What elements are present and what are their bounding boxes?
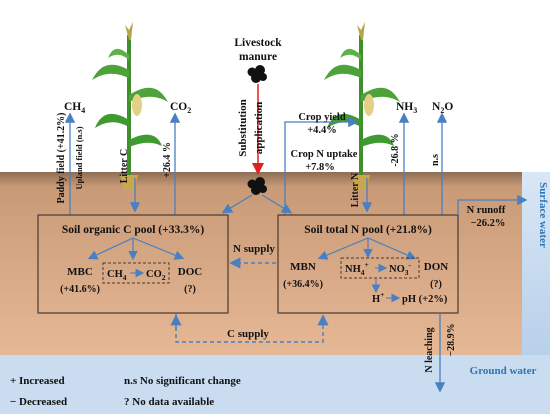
n-leaching-value: −28.9% (446, 323, 457, 356)
application-label: application (253, 102, 265, 155)
ph-label: pH (+2%) (402, 294, 448, 305)
co2-gas-label: CO2 (170, 101, 191, 115)
n-runoff-label: N runoff (467, 205, 506, 216)
n-runoff-value: −26.2% (471, 218, 506, 229)
paddy-field-effect: Paddy field (+41.2%) (56, 113, 67, 204)
upland-field-effect: Upland field (n.s) (74, 126, 84, 189)
c-pool-to-mbc-arrow (87, 237, 134, 260)
c-pool-to-doc-arrow (132, 237, 185, 260)
n2o-gas-label: N2O (432, 101, 453, 115)
nh3-change-value: -26.8 % (390, 133, 401, 166)
mbc-label: MBC (67, 266, 93, 278)
doc-label: DOC (178, 266, 203, 278)
legend-increased: + Increased (10, 375, 65, 387)
c-pool-title: Soil organic C pool (+33.3%) (62, 224, 204, 236)
corn-plant-left-icon (92, 22, 168, 190)
crop-yield-value: +4.4% (307, 125, 337, 136)
mbn-value: (+36.4%) (283, 279, 323, 290)
nh3-gas-label: NH3 (396, 101, 417, 115)
n-leaching-label: N leaching (424, 327, 435, 372)
n-pool-nh4: NH4+ (345, 260, 369, 277)
crop-n-uptake-label: Crop N uptake (291, 149, 358, 160)
ch4-gas-label: CH4 (64, 101, 85, 115)
legend-no-significant: n.s No significant change (124, 375, 241, 387)
crop-yield-label: Crop yield (298, 112, 346, 123)
crop-yield-arrow (284, 116, 359, 215)
c-transformation-dashed-box (102, 262, 170, 284)
n-pool-no3: NO3- (389, 260, 412, 277)
manure-to-c-pool-arrow (221, 194, 253, 214)
sky-background (0, 0, 550, 172)
n-pool-to-don-arrow (367, 237, 417, 260)
n2o-change-value: n.s (430, 154, 441, 166)
manure-label: manure (239, 51, 277, 63)
n-runoff-arrow (457, 194, 528, 215)
litter-n-label: Litter N (350, 172, 361, 207)
soil-organic-c-pool-box (37, 214, 229, 314)
manure-soil-icon (247, 177, 267, 195)
c-pool-ch4: CH4 (107, 269, 127, 282)
h-ion-label: H+ (372, 290, 384, 305)
litter-c-label: Litter C (119, 149, 130, 184)
n-pool-to-mbn-arrow (317, 237, 369, 260)
manure-pile-icon (247, 65, 267, 83)
doc-value: (?) (184, 284, 196, 295)
surface-water-label: Surface water (537, 182, 549, 248)
mbc-value: (+41.6%) (60, 284, 100, 295)
n-transformation-dashed-box (340, 257, 420, 279)
soil-total-n-pool-box (277, 214, 459, 314)
c-pool-co2: CO2 (146, 269, 166, 282)
n-pool-title: Soil total N pool (+21.8%) (304, 224, 432, 236)
ground-water-label: Ground water (470, 365, 537, 377)
co2-change-value: +26.4 % (162, 142, 173, 178)
don-label: DON (424, 261, 449, 273)
mbn-label: MBN (290, 261, 316, 273)
c-supply-label: C supply (227, 328, 269, 340)
legend-no-data: ? No data available (124, 396, 214, 408)
ground-water-strip (0, 355, 550, 414)
n-supply-label: N supply (233, 243, 275, 255)
legend-decreased: − Decreased (10, 396, 67, 408)
don-value: (?) (430, 279, 442, 290)
crop-n-uptake-value: +7.8% (305, 162, 335, 173)
livestock-label: Livestock (234, 37, 282, 49)
corn-plant-right-icon (324, 22, 400, 190)
substitution-label: Substitution (237, 99, 249, 156)
